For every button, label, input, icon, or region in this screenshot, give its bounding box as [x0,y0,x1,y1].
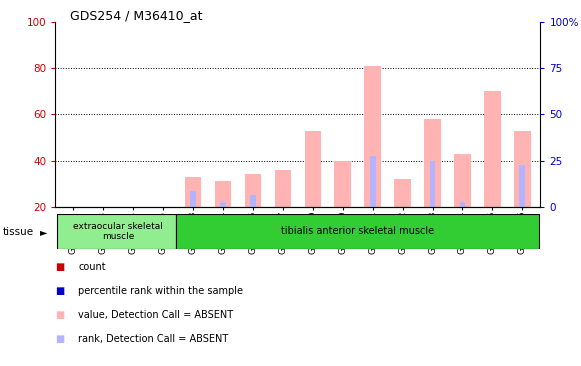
Bar [214,182,231,207]
Bar [190,191,196,207]
Bar [185,177,201,207]
Text: ■: ■ [55,333,64,344]
Text: value, Detection Call = ABSENT: value, Detection Call = ABSENT [78,310,234,320]
Bar [370,156,375,207]
Text: tibialis anterior skeletal muscle: tibialis anterior skeletal muscle [281,227,434,236]
Bar [250,195,256,207]
Bar [454,154,471,207]
Bar [275,170,291,207]
Bar [519,165,525,207]
Text: count: count [78,262,106,272]
Text: GDS254 / M36410_at: GDS254 / M36410_at [70,9,202,22]
Bar [429,161,435,207]
Text: rank, Detection Call = ABSENT: rank, Detection Call = ABSENT [78,333,229,344]
FancyBboxPatch shape [57,214,177,249]
Bar [220,202,226,207]
Bar [460,202,465,207]
Bar [424,119,441,207]
Text: tissue: tissue [3,227,34,238]
Bar [335,161,351,207]
Text: extraocular skeletal
muscle: extraocular skeletal muscle [73,222,163,241]
Text: ■: ■ [55,310,64,320]
Text: percentile rank within the sample: percentile rank within the sample [78,286,243,296]
Text: ■: ■ [55,286,64,296]
Text: ■: ■ [55,262,64,272]
Bar [394,179,411,207]
Bar [484,91,501,207]
FancyBboxPatch shape [177,214,539,249]
Bar [304,131,321,207]
Bar [245,175,261,207]
Bar [364,66,381,207]
Bar [514,131,530,207]
Text: ►: ► [40,227,47,238]
